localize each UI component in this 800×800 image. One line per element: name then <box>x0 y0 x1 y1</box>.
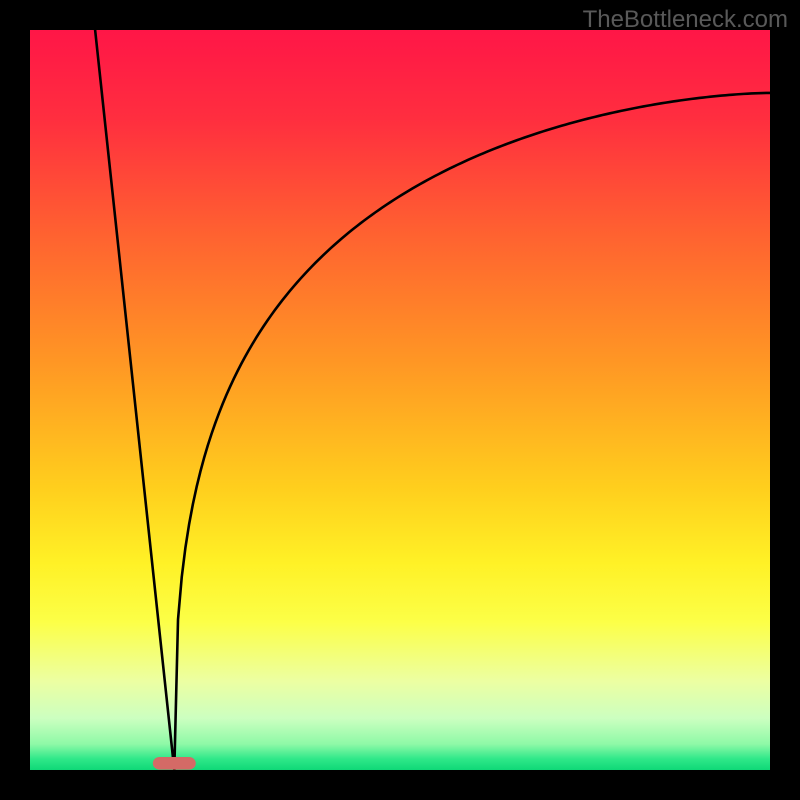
plot-area <box>30 30 770 770</box>
watermark-text: TheBottleneck.com <box>583 6 788 34</box>
notch-marker <box>153 757 196 770</box>
plot-svg <box>30 30 770 770</box>
gradient-background <box>30 30 770 770</box>
chart-container: TheBottleneck.com <box>0 0 800 800</box>
